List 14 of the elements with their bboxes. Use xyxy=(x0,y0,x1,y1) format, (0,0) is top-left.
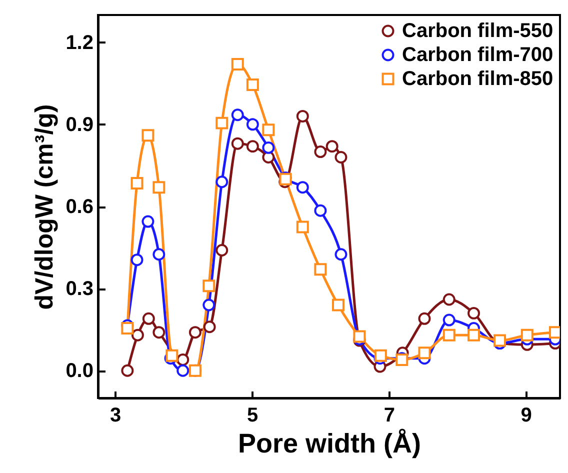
legend-label: Carbon film-850 xyxy=(402,68,554,90)
x-axis-title: Pore width (Å) xyxy=(238,428,421,458)
legend-label: Carbon film-700 xyxy=(402,44,554,66)
y-tick-label: 0.3 xyxy=(66,278,94,300)
y-tick-label: 0.0 xyxy=(66,360,94,382)
y-axis-title: dV/dlogW (cm³/g) xyxy=(30,104,59,310)
legend-label: Carbon film-550 xyxy=(402,20,554,42)
x-tick-label: 9 xyxy=(520,404,532,426)
y-tick-label: 0.6 xyxy=(66,196,94,218)
y-tick-label: 1.2 xyxy=(66,32,94,54)
x-tick-label: 5 xyxy=(246,404,258,426)
y-tick-label: 0.9 xyxy=(66,114,94,136)
x-tick-label: 7 xyxy=(384,404,395,426)
x-tick-label: 3 xyxy=(110,404,122,426)
